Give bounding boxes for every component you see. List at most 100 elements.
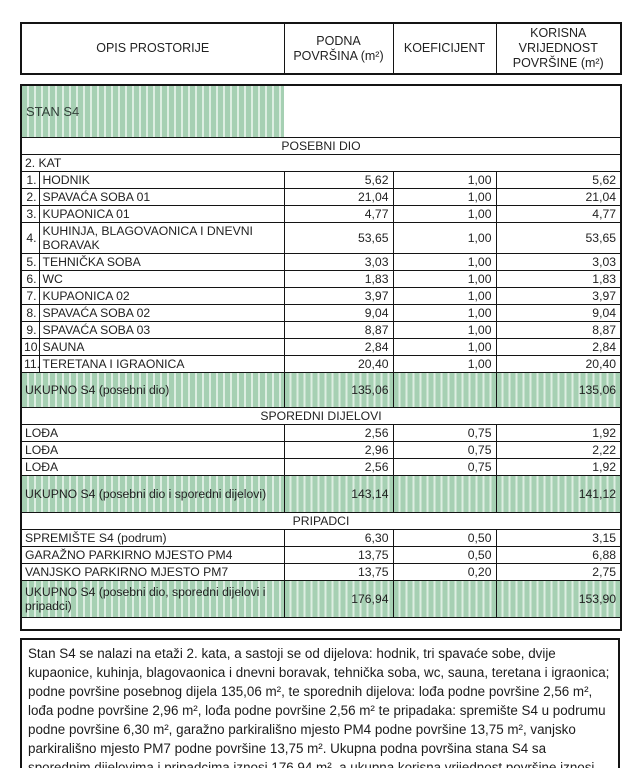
table-row: 3. KUPAONICA 01 4,77 1,00 4,77 xyxy=(20,205,622,223)
col-header-coefficient: KOEFICIJENT xyxy=(392,22,497,75)
floor-area-value: 2,56 xyxy=(283,424,394,442)
table-row: 7. KUPAONICA 02 3,97 1,00 3,97 xyxy=(20,287,622,305)
col-header-floor-area: PODNA POVRŠINA (m²) xyxy=(283,22,394,75)
floor-area-value: 6,30 xyxy=(283,529,394,547)
total-coefficient-empty xyxy=(392,372,497,408)
useful-area-value: 3,03 xyxy=(495,253,622,271)
empty-cell xyxy=(20,617,622,631)
coefficient-value: 1,00 xyxy=(392,222,497,254)
column-header-table: OPIS PROSTORIJE PODNA POVRŠINA (m²) KOEF… xyxy=(20,22,622,75)
table-row: SPREMIŠTE S4 (podrum) 6,30 0,50 3,15 xyxy=(20,529,622,547)
coefficient-value: 0,75 xyxy=(392,458,497,476)
col-header-useful-area: KORISNA VRIJEDNOST POVRŠINE (m²) xyxy=(495,22,622,75)
floor-area-value: 13,75 xyxy=(283,563,394,581)
empty-spacer-row xyxy=(20,617,622,631)
coefficient-value: 1,00 xyxy=(392,355,497,373)
floor-area-value: 2,84 xyxy=(283,338,394,356)
table-row: 2. SPAVAĆA SOBA 01 21,04 1,00 21,04 xyxy=(20,188,622,206)
table-row: 8. SPAVAĆA SOBA 02 9,04 1,00 9,04 xyxy=(20,304,622,322)
floor-area-value: 8,87 xyxy=(283,321,394,339)
col-header-room-description: OPIS PROSTORIJE xyxy=(20,22,285,75)
room-name: GARAŽNO PARKIRNO MJESTO PM4 xyxy=(20,546,285,564)
room-name: KUPAONICA 01 xyxy=(38,205,285,223)
floor-area-value: 13,75 xyxy=(283,546,394,564)
coefficient-value: 1,00 xyxy=(392,304,497,322)
description-box: Stan S4 se nalazi na etaži 2. kata, a sa… xyxy=(20,638,620,768)
section-label: PRIPADCI xyxy=(20,512,622,530)
table-row: 4. KUHINJA, BLAGOVAONICA I DNEVNI BORAVA… xyxy=(20,222,622,254)
room-number: 11. xyxy=(20,355,40,373)
table-row: 5. TEHNIČKA SOBA 3,03 1,00 3,03 xyxy=(20,253,622,271)
unit-title-row: STAN S4 xyxy=(20,84,622,138)
table-row: LOĐA 2,56 0,75 1,92 xyxy=(20,458,622,476)
room-name: LOĐA xyxy=(20,458,285,476)
header-row: OPIS PROSTORIJE PODNA POVRŠINA (m²) KOEF… xyxy=(20,22,622,75)
table-row: LOĐA 2,56 0,75 1,92 xyxy=(20,424,622,442)
useful-area-value: 21,04 xyxy=(495,188,622,206)
room-name: SPAVAĆA SOBA 03 xyxy=(38,321,285,339)
table-row: 1. HODNIK 5,62 1,00 5,62 xyxy=(20,171,622,189)
coefficient-value: 1,00 xyxy=(392,321,497,339)
section-header-pripadci: PRIPADCI xyxy=(20,512,622,530)
useful-area-value: 1,83 xyxy=(495,270,622,288)
useful-area-value: 1,92 xyxy=(495,424,622,442)
room-number: 8. xyxy=(20,304,40,322)
floor-area-value: 53,65 xyxy=(283,222,394,254)
unit-title-spacer xyxy=(284,84,622,138)
floor-area-value: 21,04 xyxy=(283,188,394,206)
floor-area-value: 9,04 xyxy=(283,304,394,322)
floor-area-value: 3,97 xyxy=(283,287,394,305)
total-floor-area: 143,14 xyxy=(283,475,394,513)
room-number: 6. xyxy=(20,270,40,288)
coefficient-value: 1,00 xyxy=(392,338,497,356)
useful-area-value: 6,88 xyxy=(495,546,622,564)
floor-area-value: 2,56 xyxy=(283,458,394,476)
useful-area-value: 5,62 xyxy=(495,171,622,189)
floor-label-row: 2. KAT xyxy=(20,154,622,172)
room-number: 1. xyxy=(20,171,40,189)
room-name: TERETANA I IGRAONICA xyxy=(38,355,285,373)
section-label: SPOREDNI DIJELOVI xyxy=(20,407,622,425)
coefficient-value: 0,75 xyxy=(392,441,497,459)
description-text: Stan S4 se nalazi na etaži 2. kata, a sa… xyxy=(28,646,610,768)
total-row-sporedni: UKUPNO S4 (posebni dio i sporedni dijelo… xyxy=(20,475,622,513)
floor-area-value: 20,40 xyxy=(283,355,394,373)
section-header-sporedni-dijelovi: SPOREDNI DIJELOVI xyxy=(20,407,622,425)
coefficient-value: 1,00 xyxy=(392,205,497,223)
coefficient-value: 0,75 xyxy=(392,424,497,442)
floor-area-value: 1,83 xyxy=(283,270,394,288)
coefficient-value: 1,00 xyxy=(392,287,497,305)
total-useful-area: 153,90 xyxy=(495,580,622,618)
room-number: 10. xyxy=(20,338,41,356)
coefficient-value: 0,50 xyxy=(392,529,497,547)
coefficient-value: 1,00 xyxy=(392,171,497,189)
total-coefficient-empty xyxy=(392,475,497,513)
total-floor-area: 135,06 xyxy=(283,372,394,408)
useful-area-value: 20,40 xyxy=(495,355,622,373)
room-name: KUHINJA, BLAGOVAONICA I DNEVNI BORAVAK xyxy=(38,222,285,254)
total-row-posebni: UKUPNO S4 (posebni dio) 135,06 135,06 xyxy=(20,372,622,408)
coefficient-value: 1,00 xyxy=(392,188,497,206)
table-row: 11. TERETANA I IGRAONICA 20,40 1,00 20,4… xyxy=(20,355,622,373)
useful-area-value: 8,87 xyxy=(495,321,622,339)
room-name: SPAVAĆA SOBA 02 xyxy=(38,304,285,322)
floor-label: 2. KAT xyxy=(20,154,622,172)
useful-area-value: 1,92 xyxy=(495,458,622,476)
useful-area-value: 3,15 xyxy=(495,529,622,547)
room-number: 2. xyxy=(20,188,40,206)
total-label: UKUPNO S4 (posebni dio) xyxy=(20,372,285,408)
coefficient-value: 1,00 xyxy=(392,270,497,288)
total-useful-area: 141,12 xyxy=(495,475,622,513)
room-name: TEHNIČKA SOBA xyxy=(38,253,285,271)
table-row: 6. WC 1,83 1,00 1,83 xyxy=(20,270,622,288)
section-label: POSEBNI DIO xyxy=(20,137,622,155)
useful-area-value: 9,04 xyxy=(495,304,622,322)
total-useful-area: 135,06 xyxy=(495,372,622,408)
total-coefficient-empty xyxy=(392,580,497,618)
table-row: 9. SPAVAĆA SOBA 03 8,87 1,00 8,87 xyxy=(20,321,622,339)
useful-area-value: 4,77 xyxy=(495,205,622,223)
floor-area-value: 3,03 xyxy=(283,253,394,271)
table-row: GARAŽNO PARKIRNO MJESTO PM4 13,75 0,50 6… xyxy=(20,546,622,564)
room-name: SPREMIŠTE S4 (podrum) xyxy=(20,529,285,547)
